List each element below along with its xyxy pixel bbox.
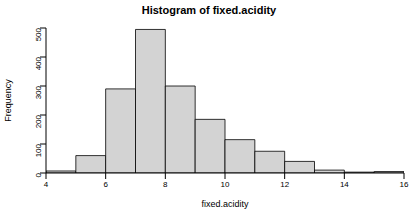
svg-text:fixed.acidity: fixed.acidity: [201, 199, 249, 209]
svg-text:4: 4: [44, 180, 49, 189]
svg-text:10: 10: [221, 180, 230, 189]
svg-text:200: 200: [34, 114, 43, 128]
svg-text:8: 8: [163, 180, 168, 189]
svg-text:500: 500: [34, 27, 43, 41]
svg-text:6: 6: [103, 180, 108, 189]
svg-text:300: 300: [34, 85, 43, 99]
svg-text:100: 100: [34, 143, 43, 157]
svg-text:400: 400: [34, 56, 43, 70]
svg-text:Frequency: Frequency: [8, 79, 13, 122]
svg-text:0: 0: [34, 172, 43, 177]
svg-text:12: 12: [280, 180, 289, 189]
html-text:Histogram of fixed.acidity: Histogram of fixed.acidity: [141, 4, 277, 16]
svg-text:14: 14: [340, 180, 349, 189]
svg-text:16: 16: [400, 180, 409, 189]
